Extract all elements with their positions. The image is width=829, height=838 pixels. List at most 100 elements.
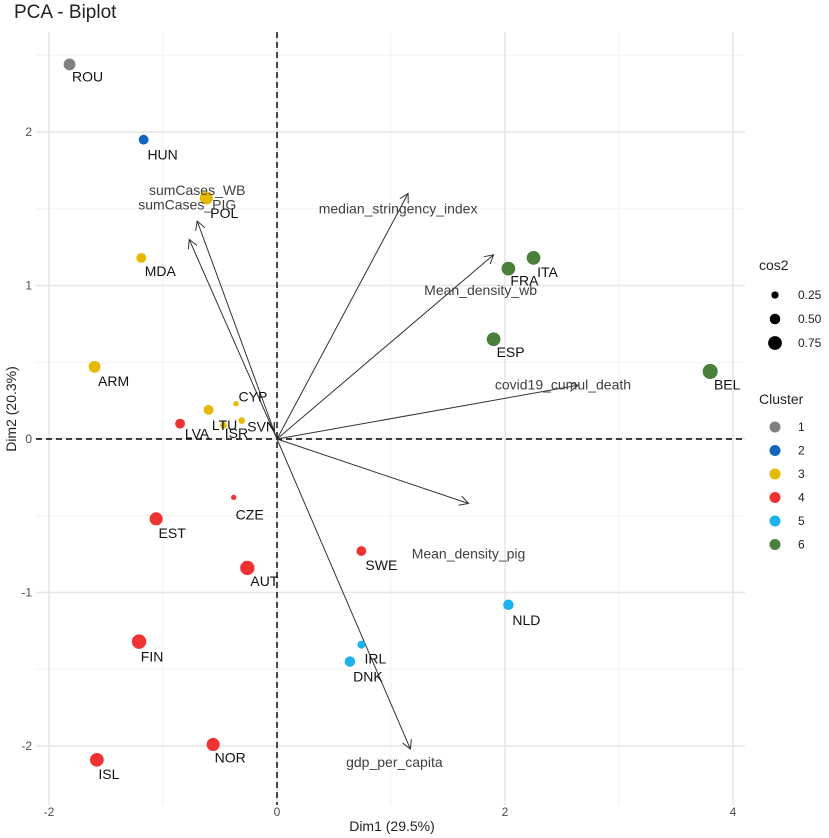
point-label: FRA [510,273,539,289]
point-label: ESP [497,344,525,360]
variable-arrow [276,438,469,503]
variable-label: sumCases_WB [149,182,245,198]
point-label: POL [210,205,238,221]
point-label: FIN [141,649,164,665]
data-point [240,560,255,576]
legend-cluster-swatch [769,421,781,433]
legend-cos2-swatch [769,313,781,325]
point-label: ROU [72,68,103,84]
point-label: NLD [512,612,540,628]
data-point [90,752,104,767]
x-tick-label: 4 [730,805,737,819]
data-point [238,417,245,424]
data-point [63,58,76,71]
legend-cos2-swatch [768,336,782,350]
point-label: SVN [247,419,276,435]
point-label: SWE [365,557,397,573]
point-label: CZE [236,506,264,522]
point-label: LTU [212,417,237,433]
data-point [175,418,186,429]
point-label: IRL [364,651,386,667]
variable-label: Mean_density_wb [424,282,537,298]
data-point [220,421,227,429]
variable-arrow [276,385,578,440]
legend-cos2-label: 0.25 [798,288,822,302]
point-label: MDA [145,263,177,279]
legend-cos2-title: cos2 [759,257,789,273]
legend-cluster-swatch [769,515,781,527]
y-tick-label: -1 [21,586,32,600]
legend-cluster-title: Cluster [759,391,804,407]
legend-cluster-swatch [769,539,781,550]
axes: -2 0 2 4 -2 -1 0 1 2 [21,125,736,819]
y-tick-label: 1 [25,279,32,293]
legend-cluster-label: 6 [798,538,805,552]
data-point [357,640,366,649]
data-point [503,599,514,611]
legend-cluster-label: 2 [798,444,805,458]
data-point [486,332,501,347]
x-tick-label: -2 [44,805,55,819]
legend-cos2-label: 0.50 [798,312,822,326]
x-axis-title: Dim1 (29.5%) [349,818,435,834]
variable-arrow [276,255,494,440]
variable-label: sumCases_PIG [138,196,236,212]
data-point [702,363,718,379]
data-point [131,634,147,649]
x-tick-label: 0 [274,805,281,819]
variable-arrow [276,438,410,749]
data-point [526,250,541,265]
legend: cos2 0.25 0.50 0.75 Cluster 1 2 3 4 5 6 [759,257,822,552]
variable-label: median_stringency_index [319,200,478,216]
data-point [501,261,516,276]
data-point [136,252,147,263]
legend-cos2-label: 0.75 [798,336,822,350]
point-label: BEL [714,376,741,392]
y-axis-title: Dim2 (20.3%) [3,366,19,452]
x-tick-label: 2 [502,805,509,819]
individual-points [63,58,718,767]
point-label: LVA [185,426,210,442]
point-label: ARM [98,373,129,389]
reference-lines [36,32,745,805]
legend-cluster-swatch [769,468,781,480]
data-point [138,134,149,145]
data-point [231,494,237,500]
point-label: ITA [537,264,558,280]
data-point [233,401,239,407]
variable-arrow [276,193,408,440]
y-tick-label: 2 [25,125,32,139]
variable-arrow [189,239,278,440]
point-label: EST [159,525,187,541]
point-label: NOR [215,749,246,765]
variable-label: Mean_density_pig [412,545,526,561]
chart-title: PCA - Biplot [14,2,117,23]
data-point [149,512,163,526]
point-label: HUN [147,147,177,163]
legend-cluster-label: 4 [798,491,805,505]
data-point [88,360,101,373]
y-tick-label: 0 [25,432,32,446]
point-label: AUT [250,573,278,589]
point-label: ISL [98,766,119,782]
legend-cos2-swatch [771,291,779,299]
data-point [203,404,214,415]
legend-cluster-label: 1 [798,420,805,434]
y-tick-label: -2 [21,739,32,753]
legend-cluster-swatch [769,445,781,456]
point-label: ISR [225,425,248,441]
variable-arrows [189,193,578,749]
variable-arrow [197,221,278,440]
data-point [356,546,367,556]
legend-cluster-label: 3 [798,467,805,481]
data-point [206,737,220,752]
point-label: CYP [239,389,268,405]
data-point [344,656,356,667]
legend-cluster-label: 5 [798,514,805,528]
data-point [199,191,213,205]
variable-label: covid19_cumul_death [495,376,631,392]
legend-cluster-swatch [769,492,781,503]
variable-label: gdp_per_capita [346,754,443,770]
